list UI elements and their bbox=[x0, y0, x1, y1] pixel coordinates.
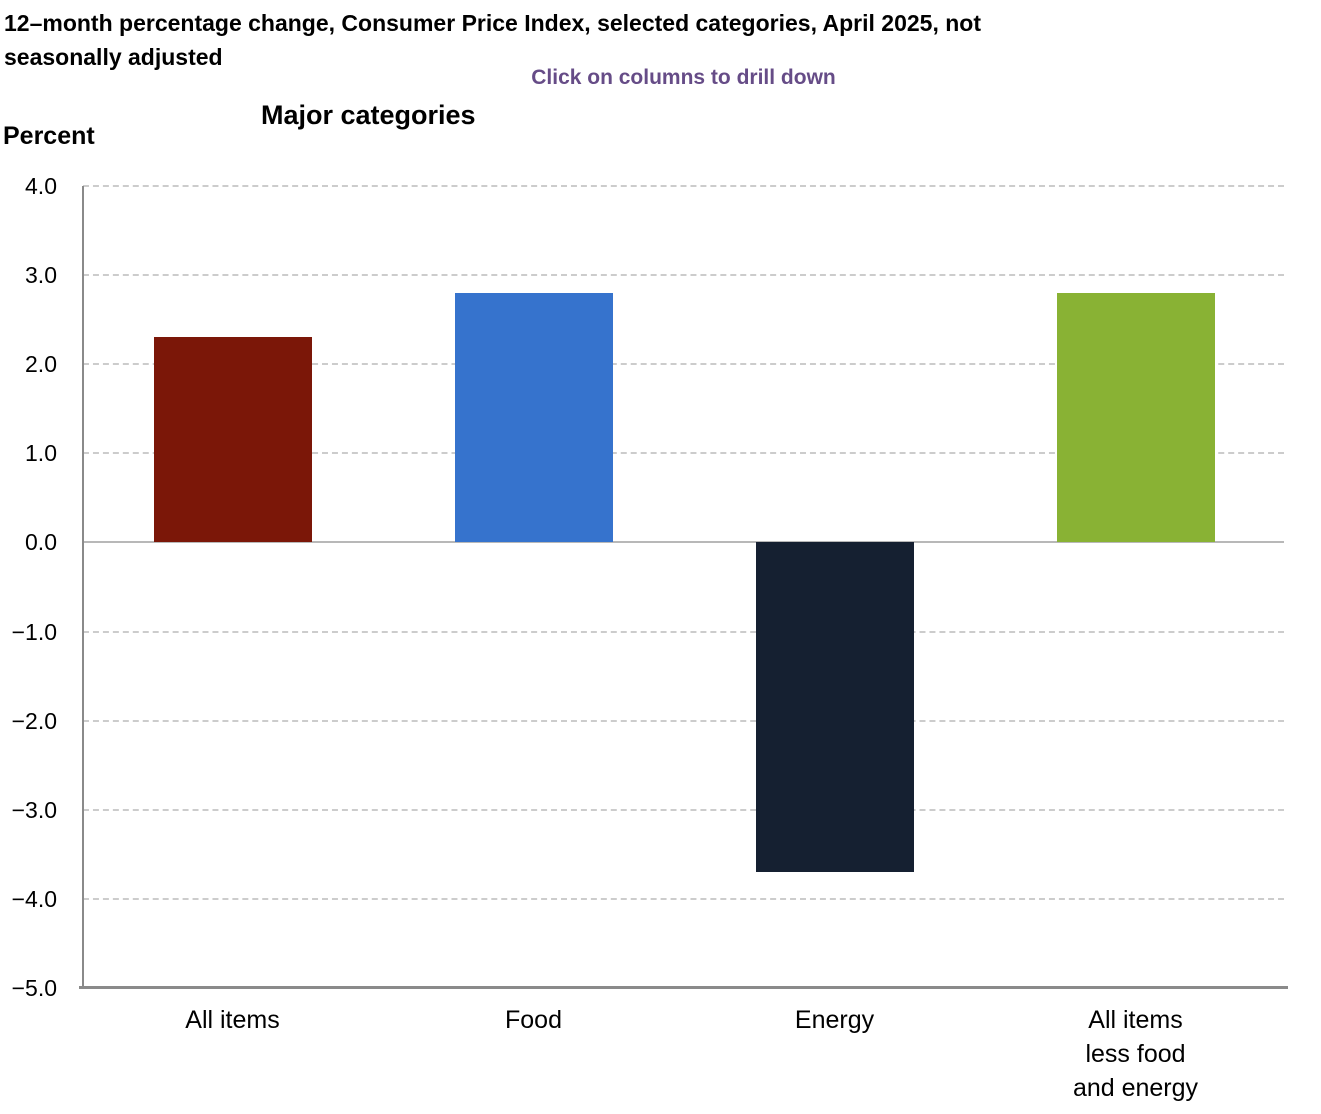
gridline bbox=[83, 452, 1284, 455]
y-tick-label: 2.0 bbox=[25, 351, 57, 378]
x-category-label: All items less food and energy bbox=[1072, 1006, 1199, 1102]
gridline bbox=[83, 274, 1284, 277]
bar-energy[interactable] bbox=[755, 542, 914, 873]
y-tick-label: −5.0 bbox=[11, 975, 57, 1001]
x-axis-line bbox=[79, 986, 1288, 989]
y-tick-label: 3.0 bbox=[25, 262, 57, 289]
gridline bbox=[83, 808, 1284, 811]
chart-subtitle-major-categories: Major categories bbox=[261, 100, 476, 130]
y-tick-label: 0.0 bbox=[25, 529, 57, 556]
y-tick-label: 1.0 bbox=[25, 440, 57, 467]
y-tick-label: −1.0 bbox=[11, 618, 57, 645]
gridline bbox=[83, 897, 1284, 900]
x-category-label: All items bbox=[185, 1006, 280, 1034]
y-tick-label: −3.0 bbox=[11, 796, 57, 823]
y-axis-title: Percent bbox=[3, 122, 95, 150]
y-axis-line bbox=[82, 186, 84, 988]
bar-food[interactable] bbox=[454, 292, 613, 543]
plot-area: 4.0 3.0 2.0 1.0 0.0 −1.0 −2.0 −3.0 −4.0 −5.0 All … bbox=[12, 173, 1288, 1102]
x-category-label: Food bbox=[505, 1006, 562, 1034]
chart-title: 12–month percentage change, Consumer Pri… bbox=[4, 10, 981, 70]
drilldown-hint[interactable]: Click on columns to drill down bbox=[531, 66, 836, 89]
bar-all-items[interactable] bbox=[1056, 292, 1215, 543]
zero-baseline bbox=[83, 541, 1284, 544]
gridline bbox=[83, 363, 1284, 366]
gridline bbox=[83, 719, 1284, 722]
y-tick-label: 4.0 bbox=[25, 173, 57, 199]
y-tick-label: −4.0 bbox=[11, 885, 57, 912]
gridline bbox=[83, 630, 1284, 633]
gridline bbox=[83, 185, 1284, 187]
y-tick-label: −2.0 bbox=[11, 707, 57, 734]
bar-all-items[interactable] bbox=[153, 337, 312, 543]
x-category-label: Energy bbox=[794, 1006, 875, 1034]
